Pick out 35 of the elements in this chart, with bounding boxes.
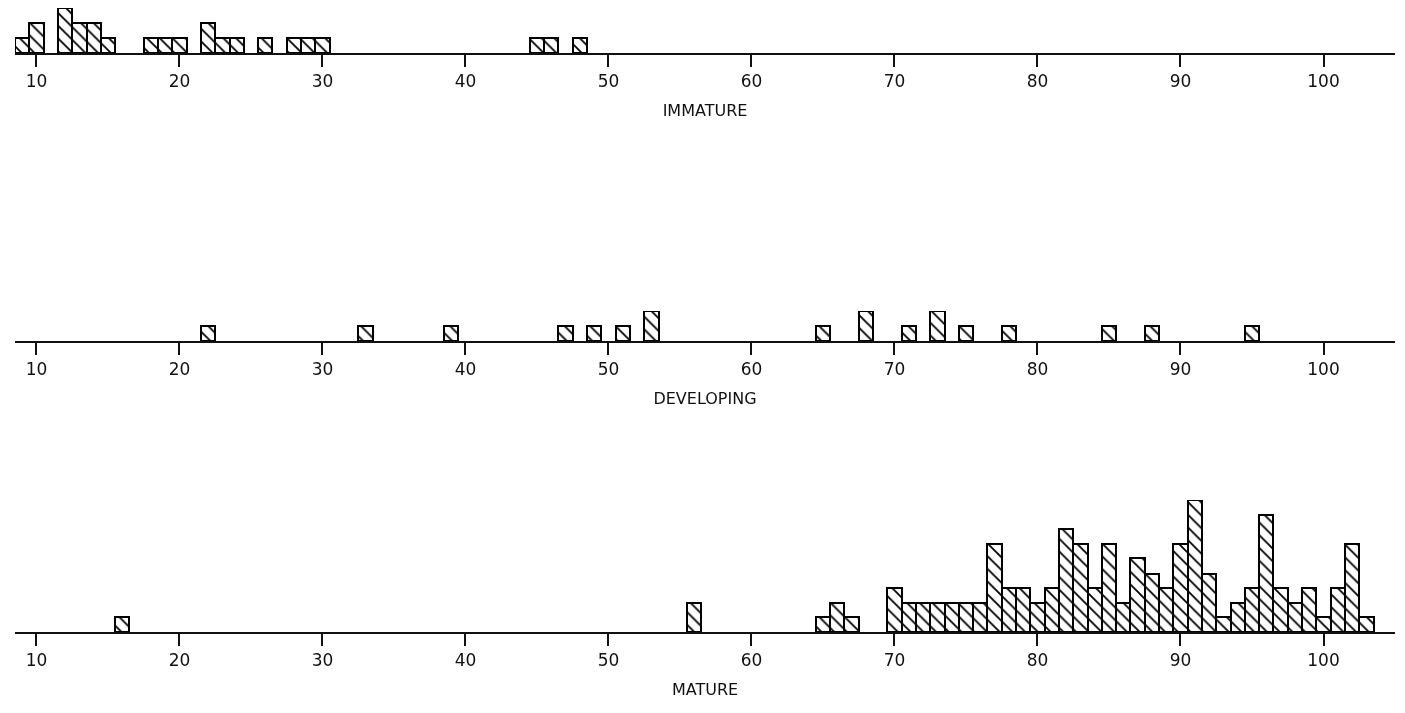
- x-tick-label: 30: [311, 650, 334, 671]
- x-tick-label: 50: [597, 359, 620, 380]
- x-tick-label: 40: [454, 650, 477, 671]
- x-tick-label: 60: [740, 650, 763, 671]
- x-axis-title: DEVELOPING: [653, 388, 757, 408]
- x-tick-label: 100: [1307, 359, 1340, 380]
- x-tick-label: 10: [25, 71, 48, 92]
- x-tick-label: 30: [311, 359, 334, 380]
- x-tick-label: 70: [883, 71, 906, 92]
- x-tick-label: 30: [311, 71, 334, 92]
- x-tick-label: 40: [454, 359, 477, 380]
- x-axis-title: IMMATURE: [662, 100, 748, 120]
- x-tick-label: 100: [1307, 650, 1340, 671]
- x-tick-label: 70: [883, 650, 906, 671]
- x-tick-label: 50: [597, 650, 620, 671]
- x-tick-label: 80: [1026, 650, 1049, 671]
- x-tick-label: 20: [168, 359, 191, 380]
- x-tick-label: 70: [883, 359, 906, 380]
- x-tick-label: 10: [25, 650, 48, 671]
- x-tick-label: 60: [740, 359, 763, 380]
- x-tick-label: 20: [168, 650, 191, 671]
- x-tick-label: 60: [740, 71, 763, 92]
- bar: [686, 602, 702, 632]
- x-tick-label: 40: [454, 71, 477, 92]
- x-axis-title: MATURE: [671, 679, 739, 699]
- x-tick-label: 50: [597, 71, 620, 92]
- x-tick-label: 80: [1026, 359, 1049, 380]
- x-tick-label: 20: [168, 71, 191, 92]
- x-tick-label: 10: [25, 359, 48, 380]
- x-tick-label: 90: [1169, 359, 1192, 380]
- x-tick-label: 80: [1026, 71, 1049, 92]
- bar: [114, 616, 130, 632]
- x-tick-label: 90: [1169, 650, 1192, 671]
- x-tick-label: 100: [1307, 71, 1340, 92]
- x-tick-label: 90: [1169, 71, 1192, 92]
